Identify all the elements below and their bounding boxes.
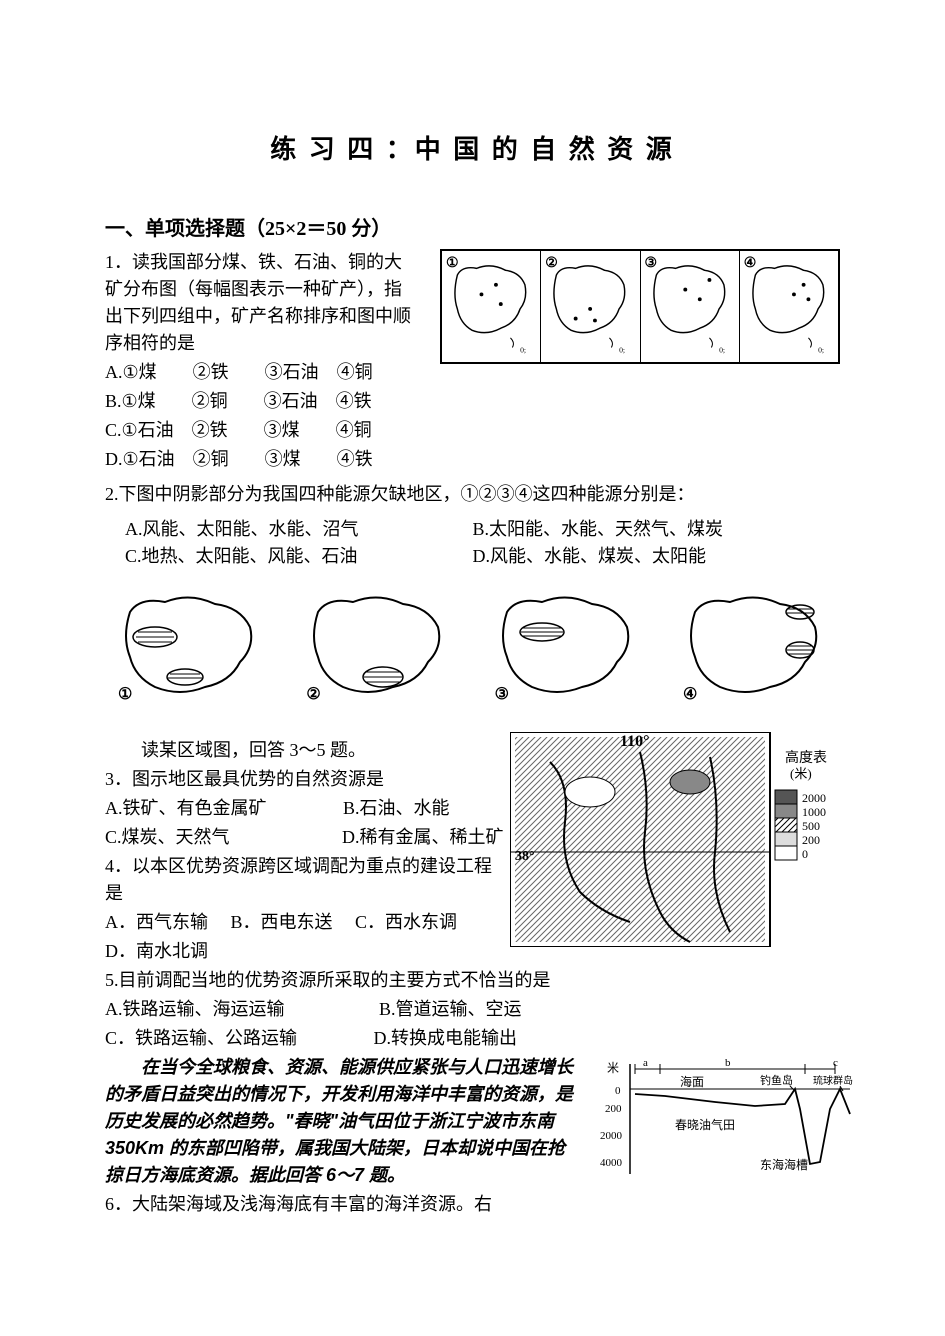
- q3-optC: C.煤炭、天然气: [105, 827, 230, 847]
- q2-map-3: ③: [487, 582, 647, 712]
- svg-text:a: a: [643, 1057, 648, 1069]
- q2-optA: A.风能、太阳能、水能、沼气: [105, 516, 473, 543]
- q3-text: 3．图示地区最具优势的自然资源是: [105, 766, 505, 793]
- q1-map-grid: ① 0; ② 0; ③ 0;: [440, 249, 840, 364]
- svg-text:高度表: 高度表: [785, 749, 827, 766]
- svg-text:1000: 1000: [802, 805, 826, 819]
- svg-text:0: 0: [615, 1085, 621, 1097]
- svg-text:米: 米: [607, 1061, 619, 1075]
- china-shaded-icon: [487, 582, 647, 712]
- q2-optC: C.地热、太阳能、风能、石油: [105, 543, 473, 570]
- q2-optD: D.风能、水能、煤炭、太阳能: [473, 543, 841, 570]
- svg-text:c: c: [833, 1057, 838, 1069]
- sea-profile-chart: a b c 米 0 200 2000 4000 海面 钓鱼岛 琉球群岛 春晓油气…: [595, 1054, 855, 1184]
- q5-optB: B.管道运输、空运: [379, 999, 522, 1019]
- q1-map-label-4: ④: [744, 253, 757, 274]
- q4-text: 4．以本区优势资源跨区域调配为重点的建设工程是: [105, 853, 505, 907]
- q3-optB: B.石油、水能: [343, 798, 450, 818]
- q1-text: 1．读我国部分煤、铁、石油、铜的大矿分布图（每幅图表示一种矿产），指出下列四组中…: [105, 249, 415, 357]
- q2-map-label-3: ③: [495, 683, 509, 707]
- china-shaded-icon: [298, 582, 458, 712]
- q2-optB: B.太阳能、水能、天然气、煤炭: [473, 516, 841, 543]
- svg-text:b: b: [725, 1057, 731, 1069]
- svg-text:(米): (米): [790, 766, 812, 781]
- q5-optD: D.转换成电能输出: [374, 1028, 518, 1048]
- q5-optC: C．铁路运输、公路运输: [105, 1028, 297, 1048]
- q4-options: A．西气东输 B．西电东送 C．西水东调: [105, 909, 505, 936]
- q1-optD: D.①石油 ②铜 ③煤 ④铁: [105, 446, 415, 473]
- question-6-block: 在当今全球粮食、资源、能源供应紧张与人口迅速增长的矛盾日益突出的情况下，开发利用…: [105, 1054, 840, 1218]
- q2-maps-row: ① ② ③ ④: [105, 582, 840, 712]
- q4-optA: A．西气东输: [105, 912, 208, 932]
- svg-text:0;: 0;: [619, 345, 625, 354]
- q4-optB: B．西电东送: [231, 912, 333, 932]
- q1-optA: A.①煤 ②铁 ③石油 ④铜: [105, 359, 415, 386]
- q4-optC: C．西水东调: [355, 912, 457, 932]
- svg-text:0;: 0;: [719, 345, 725, 354]
- svg-text:海面: 海面: [680, 1074, 704, 1089]
- q1-map-label-1: ①: [446, 253, 459, 274]
- q5-options-2: C．铁路运输、公路运输 D.转换成电能输出: [105, 1025, 840, 1052]
- svg-text:4000: 4000: [600, 1157, 623, 1169]
- q5-optA: A.铁路运输、海运运输: [105, 999, 285, 1019]
- svg-text:200: 200: [802, 833, 820, 847]
- page-title: 练 习 四 ：中 国 的 自 然 资 源: [105, 130, 840, 169]
- q2-map-2: ②: [298, 582, 458, 712]
- q2-options: A.风能、太阳能、水能、沼气 B.太阳能、水能、天然气、煤炭 C.地热、太阳能、…: [105, 516, 840, 570]
- svg-text:200: 200: [605, 1103, 622, 1115]
- section-header: 一、单项选择题（25×2＝50 分）: [105, 214, 840, 244]
- q2-map-label-1: ①: [118, 683, 132, 707]
- q2-map-label-4: ④: [683, 683, 697, 707]
- svg-text:0: 0: [802, 847, 808, 861]
- q1-map-2: ② 0;: [541, 251, 640, 362]
- svg-text:500: 500: [802, 819, 820, 833]
- q3-optA: A.铁矿、有色金属矿: [105, 798, 267, 818]
- svg-text:东海海槽: 东海海槽: [760, 1157, 808, 1172]
- q1-optB: B.①煤 ②铜 ③石油 ④铁: [105, 388, 415, 415]
- q2-text: 2.下图中阴影部分为我国四种能源欠缺地区，①②③④这四种能源分别是：: [105, 481, 840, 508]
- svg-text:钓鱼岛: 钓鱼岛: [760, 1073, 793, 1087]
- q1-map-label-3: ③: [645, 253, 658, 274]
- question-1: 1．读我国部分煤、铁、石油、铜的大矿分布图（每幅图表示一种矿产），指出下列四组中…: [105, 249, 840, 473]
- q1-map-1: ① 0;: [442, 251, 541, 362]
- q2-map-1: ①: [110, 582, 270, 712]
- q3-intro: 读某区域图，回答 3～5 题。: [105, 737, 505, 764]
- q2-map-4: ④: [675, 582, 835, 712]
- q6-text: 6．大陆架海域及浅海海底有丰富的海洋资源。右: [105, 1191, 580, 1218]
- q2-map-label-2: ②: [306, 683, 320, 707]
- q6-intro: 在当今全球粮食、资源、能源供应紧张与人口迅速增长的矛盾日益突出的情况下，开发利用…: [105, 1054, 580, 1189]
- q5-text: 5.目前调配当地的优势资源所采取的主要方式不恰当的是: [105, 967, 840, 994]
- svg-text:琉球群岛: 琉球群岛: [813, 1074, 853, 1087]
- topo-map-icon: 110° 38° 高度表 (米) 2000 1000 500 200 0: [510, 732, 840, 947]
- china-shaded-icon: [110, 582, 270, 712]
- profile-chart-icon: a b c 米 0 200 2000 4000 海面 钓鱼岛 琉球群岛 春晓油气…: [595, 1054, 855, 1184]
- q1-map-4: ④ 0;: [740, 251, 838, 362]
- q3-topographic-map: 110° 38° 高度表 (米) 2000 1000 500 200 0: [510, 732, 840, 947]
- svg-text:2000: 2000: [600, 1130, 623, 1142]
- q3-options-2: C.煤炭、天然气 D.稀有金属、稀土矿: [105, 824, 505, 851]
- q1-map-3: ③ 0;: [641, 251, 740, 362]
- q1-map-label-2: ②: [545, 253, 558, 274]
- svg-text:0;: 0;: [818, 345, 824, 354]
- q3-optD: D.稀有金属、稀土矿: [342, 827, 504, 847]
- q3-options-1: A.铁矿、有色金属矿 B.石油、水能: [105, 795, 505, 822]
- svg-text:0;: 0;: [520, 345, 526, 354]
- question-3-5-block: 读某区域图，回答 3～5 题。 3．图示地区最具优势的自然资源是 A.铁矿、有色…: [105, 737, 840, 965]
- q5-options-1: A.铁路运输、海运运输 B.管道运输、空运: [105, 996, 840, 1023]
- lat-label: 38°: [515, 849, 535, 864]
- china-shaded-icon: [675, 582, 835, 712]
- lon-label: 110°: [620, 733, 650, 750]
- svg-text:2000: 2000: [802, 791, 826, 805]
- svg-text:春晓油气田: 春晓油气田: [675, 1117, 735, 1132]
- q1-optC: C.①石油 ②铁 ③煤 ④铜: [105, 417, 415, 444]
- q4-optD: D．南水北调: [105, 938, 505, 965]
